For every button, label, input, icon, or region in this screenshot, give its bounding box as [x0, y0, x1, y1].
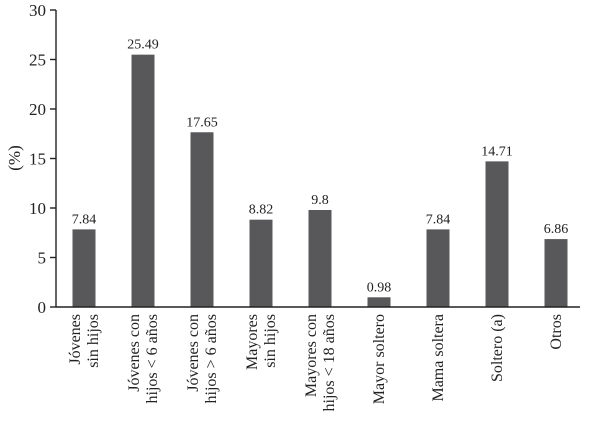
category-label: Jóvenes	[67, 314, 84, 365]
data-labels: 7.84 25.49 17.65 8.82 9.8 0.98 7.84 14.71 6.86	[72, 38, 569, 296]
bar	[426, 229, 450, 307]
data-label: 25.49	[127, 38, 159, 53]
data-label: 7.84	[72, 212, 97, 227]
category-label: Mayor soltero	[371, 314, 388, 404]
bars	[72, 54, 568, 307]
y-tick-label: 20	[29, 100, 46, 119]
category-label: Otros	[548, 314, 565, 350]
category-label: Jóvenes con	[185, 314, 202, 392]
y-tick-label: 15	[29, 150, 46, 169]
y-tick-label: 10	[29, 199, 46, 218]
category-label: Mama soltera	[430, 314, 447, 402]
y-tick-label: 5	[38, 249, 47, 268]
bar	[190, 132, 214, 307]
data-label: 17.65	[186, 115, 218, 130]
bar	[72, 229, 96, 307]
data-label: 7.84	[426, 212, 451, 227]
y-tick-label: 30	[29, 1, 46, 20]
data-label: 8.82	[249, 203, 274, 218]
category-label: sin hijos	[262, 314, 279, 368]
bar	[308, 209, 332, 307]
data-label: 0.98	[367, 280, 392, 295]
category-label: hijos < 6 años	[144, 314, 161, 403]
data-label: 14.71	[481, 144, 513, 159]
y-tick-label: 25	[29, 51, 46, 70]
bar	[249, 219, 273, 307]
bar	[544, 239, 568, 307]
y-axis-label: (%)	[5, 145, 24, 170]
category-label: hijos < 18 años	[321, 314, 338, 411]
y-tick-label: 0	[38, 298, 47, 317]
bar	[367, 297, 391, 307]
category-label: Jóvenes con	[126, 314, 143, 392]
bar	[485, 161, 509, 307]
category-label: Soltero (a)	[489, 314, 506, 382]
category-label: Mayores	[244, 314, 261, 370]
category-labels: Jóvenes sin hijos Jóvenes con hijos < 6 año…	[67, 314, 565, 411]
category-label: hijos > 6 años	[203, 314, 220, 403]
data-label: 9.8	[311, 193, 329, 208]
category-label: Mayores con	[303, 314, 320, 397]
y-axis: 0 5 10 15 20 25 30	[29, 1, 57, 317]
data-label: 6.86	[544, 222, 569, 237]
category-label: sin hijos	[85, 314, 102, 368]
bar	[131, 54, 155, 307]
